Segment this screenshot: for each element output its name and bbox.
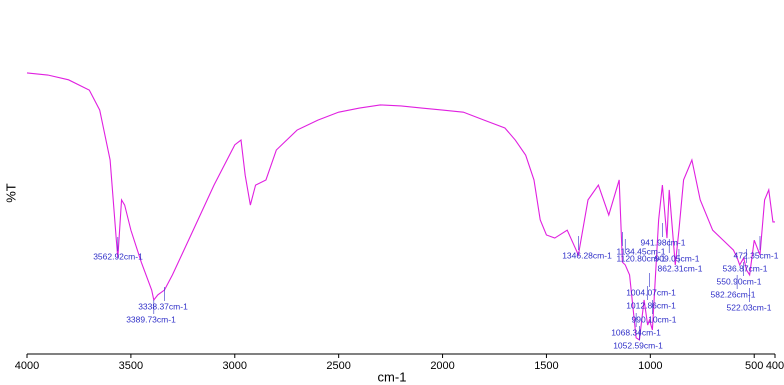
peak-label: 1004.07cm-1 xyxy=(626,287,676,297)
peak-label: 1012.86cm-1 xyxy=(626,300,676,310)
peak-label: 3562.92cm-1 xyxy=(93,251,143,261)
x-tick-label: 1000 xyxy=(638,360,662,372)
peak-label: 1134.45cm-1 xyxy=(617,246,666,256)
x-tick-label: 1500 xyxy=(534,360,558,372)
peak-label: 862.31cm-1 xyxy=(658,263,703,273)
x-tick-label: 3500 xyxy=(119,360,143,372)
x-tick-label: 400 xyxy=(766,360,784,372)
x-tick-label: 2500 xyxy=(326,360,350,372)
peak-label: 582.26cm-1 xyxy=(711,289,756,299)
peak-label: 472.35cm-1 xyxy=(734,250,779,260)
peak-label: 941.98cm-1 xyxy=(641,237,686,247)
x-tick-label: 500 xyxy=(745,360,763,372)
peak-label: 550.90cm-1 xyxy=(717,276,762,286)
peak-label: 990.10cm-1 xyxy=(632,314,677,324)
y-axis-label: %T xyxy=(3,183,18,203)
peak-label: 3338.37cm-1 xyxy=(138,301,188,311)
peak-label: 909.05cm-1 xyxy=(655,253,700,263)
peak-label: 522.03cm-1 xyxy=(727,302,772,312)
x-axis-label: cm-1 xyxy=(378,369,407,384)
peak-label: 1120.80cm-1 xyxy=(617,253,666,263)
peak-label: 1346.28cm-1 xyxy=(562,250,612,260)
peak-label: 1052.59cm-1 xyxy=(613,340,663,350)
peak-label: 536.87cm-1 xyxy=(723,263,768,273)
x-tick-label: 2000 xyxy=(430,360,454,372)
x-tick-label: 3000 xyxy=(223,360,247,372)
peak-label: 3389.73cm-1 xyxy=(126,314,176,324)
spectrum-line xyxy=(26,72,775,341)
peak-label: 1068.34cm-1 xyxy=(611,327,661,337)
x-tick-label: 4000 xyxy=(15,360,39,372)
